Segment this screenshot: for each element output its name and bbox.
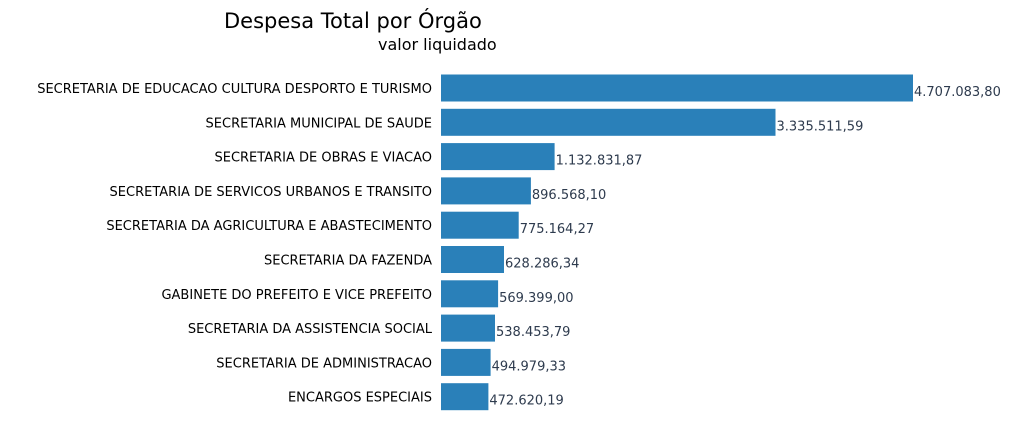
category-label-7: SECRETARIA DA ASSISTENCIA SOCIAL [188,322,433,337]
category-label-8: SECRETARIA DE ADMINISTRACAO [216,356,432,371]
bar-5 [441,246,504,273]
value-label-8: 494.979,33 [492,359,566,374]
value-label-9: 472.620,19 [489,394,563,409]
bar-7 [441,314,495,342]
value-label-4: 775.164,27 [520,222,594,237]
value-label-0: 4.707.083,80 [914,85,1001,100]
value-labels: 4.707.083,80 3.335.511,59 1.132.831,87 896.… [489,85,1000,409]
category-label-6: GABINETE DO PREFEITO E VICE PREFEITO [161,288,432,303]
bar-8 [441,348,491,376]
category-label-2: SECRETARIA DE OBRAS E VIACAO [214,151,432,166]
value-label-7: 538.453,79 [496,325,570,340]
category-label-3: SECRETARIA DE SERVICOS URBANOS E TRANSIT… [110,185,432,200]
bar-9 [441,383,489,411]
bar-4 [441,211,519,239]
value-label-1: 3.335.511,59 [777,119,864,134]
value-label-6: 569.399,00 [499,291,573,306]
value-label-5: 628.286,34 [505,257,579,272]
bar-3 [441,177,531,205]
chart-title: Despesa Total por Órgão [224,9,482,33]
category-labels: SECRETARIA DE EDUCACAO CULTURA DESPORTO … [37,82,433,406]
category-label-9: ENCARGOS ESPECIAIS [288,391,432,406]
value-label-3: 896.568,10 [532,188,606,203]
bar-1 [441,108,776,136]
category-label-1: SECRETARIA MUNICIPAL DE SAUDE [206,116,432,131]
chart-subtitle: valor liquidado [378,35,497,54]
bar-2 [441,143,555,171]
bar-6 [441,280,499,308]
value-label-2: 1.132.831,87 [556,154,643,169]
category-label-4: SECRETARIA DA AGRICULTURA E ABASTECIMENT… [106,219,432,234]
category-label-5: SECRETARIA DA FAZENDA [264,254,432,269]
category-label-0: SECRETARIA DE EDUCACAO CULTURA DESPORTO … [37,82,432,97]
bar-0 [441,74,913,102]
bars-layer [441,74,913,411]
